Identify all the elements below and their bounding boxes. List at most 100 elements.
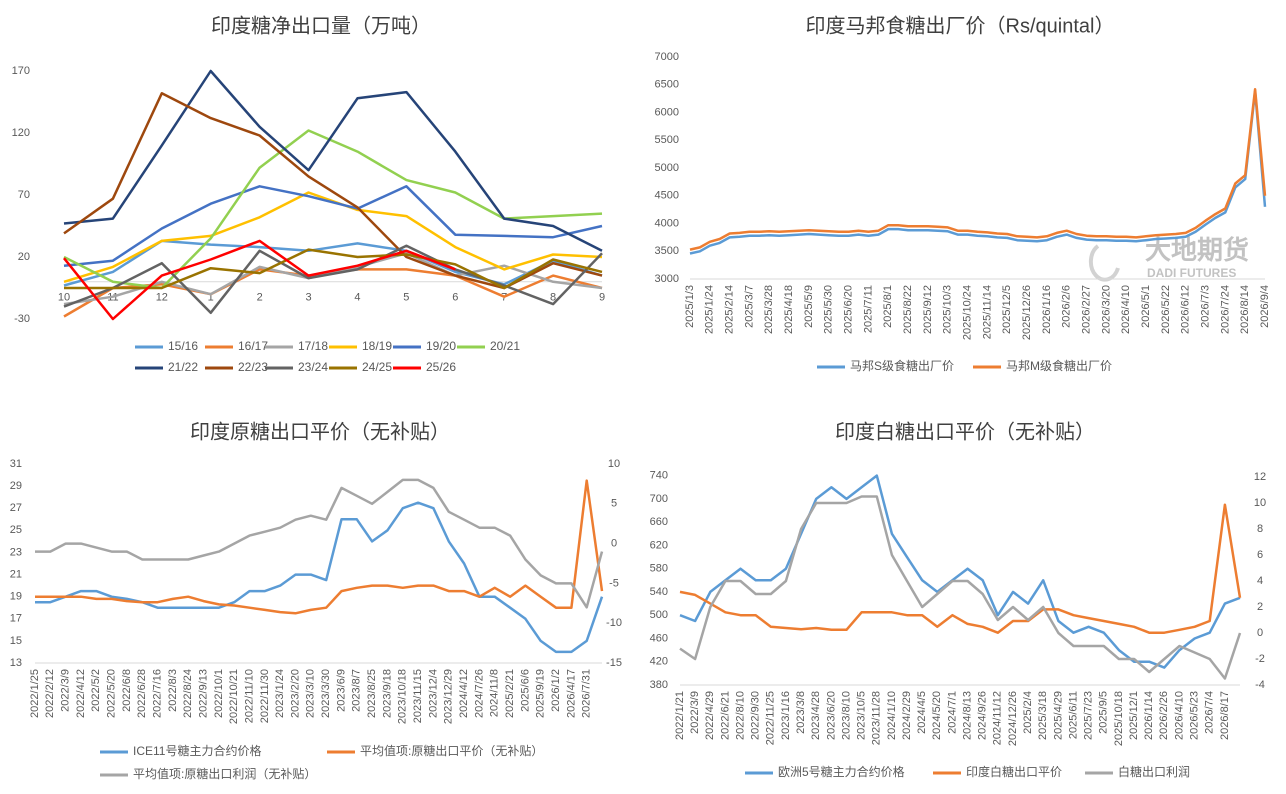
y-tick-label: 6500	[655, 79, 679, 91]
x-tick-label: 2024/2/29	[901, 691, 913, 740]
x-tick-label: 2025/2/14	[724, 285, 736, 334]
x-tick-label: 2025/1/3	[684, 285, 696, 328]
x-tick-label: 2026/7/4	[1204, 691, 1216, 734]
legend-label: ICE11号糖主力合约价格	[133, 743, 261, 758]
x-tick-label: 2023/1/16	[780, 691, 792, 740]
x-tick-label: 2025/11/14	[981, 285, 993, 339]
y-tick-label: 70	[18, 189, 30, 201]
series-line	[35, 479, 604, 615]
y2-tick-label: 4	[1257, 575, 1263, 587]
x-tick-label: 2022/1/21	[674, 691, 686, 740]
x-tick-label: 2023/12/4	[427, 669, 439, 718]
series-line	[63, 185, 603, 267]
x-tick-label: 2025/9/12	[922, 285, 934, 334]
chart-title: 印度马邦食糖出厂价（Rs/quintal）	[806, 14, 1115, 37]
x-tick-label: 2024/8/13	[961, 691, 973, 740]
legend-label: 19/20	[426, 339, 456, 353]
x-tick-label: 2023/4/28	[810, 691, 822, 740]
x-tick-label: 2026/8/17	[1219, 691, 1231, 740]
x-tick-label: 2022/11/10	[243, 669, 255, 723]
x-tick-label: 2025/6/20	[843, 285, 855, 334]
y2-tick-label: 8	[1257, 523, 1263, 535]
y-tick-label: 170	[12, 65, 30, 77]
x-tick-label: 2022/11/25	[765, 691, 777, 745]
y-tick-label: 460	[650, 632, 668, 644]
series-line	[63, 244, 603, 315]
x-tick-label: 2024/4/12	[458, 669, 470, 718]
x-tick-label: 2023/9/18	[381, 669, 393, 718]
x-tick-label: 2025/3/28	[763, 285, 775, 334]
y-tick-label: 660	[650, 516, 668, 528]
y2-tick-label: -4	[1255, 679, 1265, 691]
y-tick-label: 4000	[655, 217, 679, 229]
chart-title: 印度白糖出口平价（无补贴）	[835, 420, 1095, 443]
x-tick-label: 2024/11/12	[992, 691, 1004, 745]
legend-label: 马邦S级食糖出厂价	[850, 358, 954, 373]
x-tick-label: 2023/8/7	[351, 669, 363, 712]
series-line	[63, 69, 603, 252]
x-tick-label: 2022/6/8	[121, 669, 133, 712]
y-tick-label: 17	[10, 613, 22, 625]
legend-label: 21/22	[168, 360, 198, 374]
y-tick-label: 540	[650, 586, 668, 598]
legend-label: 22/23	[238, 360, 268, 374]
series-line	[679, 503, 1242, 634]
x-tick-label: 2024/4/5	[916, 691, 928, 734]
x-tick-label: 2025/3/18	[1037, 691, 1049, 740]
y-tick-label: 500	[650, 609, 668, 621]
x-tick-label: 2022/4/12	[75, 669, 87, 718]
x-tick-label: 2025/6/6	[519, 669, 531, 712]
y2-tick-label: 0	[611, 538, 617, 550]
x-tick-label: 2025/12/26	[1021, 285, 1033, 340]
series-line	[679, 495, 1242, 680]
y-tick-label: 6000	[655, 106, 679, 118]
y-tick-label: 5500	[655, 134, 679, 146]
legend-label: 25/26	[426, 360, 456, 374]
x-tick-label: 2024/12/26	[1007, 691, 1019, 746]
y-tick-label: 700	[650, 493, 668, 505]
x-tick-label: 2023/3/30	[320, 669, 332, 718]
x-tick-label: 9	[599, 292, 605, 304]
x-tick-label: 2026/3/20	[1100, 285, 1112, 334]
y-tick-label: 620	[650, 539, 668, 551]
series-line	[35, 478, 604, 609]
y-tick-label: 23	[10, 546, 22, 558]
legend-label: 马邦M级食糖出厂价	[1006, 358, 1112, 373]
series-line	[64, 248, 603, 290]
x-tick-label: 2022/8/3	[167, 669, 179, 712]
x-tick-label: 2022/5/20	[106, 669, 118, 718]
watermark-en: DADI FUTURES	[1147, 266, 1236, 280]
x-tick-label: 2025/10/24	[961, 285, 973, 340]
x-tick-label: 2024/5/20	[931, 691, 943, 740]
y-tick-label: 25	[10, 524, 22, 536]
x-tick-label: 2022/2/12	[44, 669, 56, 718]
x-tick-label: 2023/11/15	[412, 669, 424, 723]
legend-label: 20/21	[490, 339, 520, 353]
logo-mark	[1088, 244, 1120, 282]
x-tick-label: 2025/5/30	[823, 285, 835, 334]
y-tick-label: 7000	[655, 51, 679, 63]
x-tick-label: 2023/8/10	[840, 691, 852, 740]
x-tick-label: 2022/8/10	[734, 691, 746, 740]
x-tick-label: 2025/2/21	[504, 669, 516, 718]
series-line	[689, 90, 1267, 255]
x-tick-label: 2022/9/30	[750, 691, 762, 740]
x-tick-label: 2024/9/26	[977, 691, 989, 740]
x-tick-label: 2026/7/3	[1199, 285, 1211, 328]
legend-label: 18/19	[362, 339, 392, 353]
series-line	[35, 501, 604, 654]
x-tick-label: 2026/4/17	[565, 669, 577, 718]
x-tick-label: 2026/5/1	[1140, 285, 1152, 328]
x-tick-label: 2025/10/3	[942, 285, 954, 334]
y2-tick-label: -10	[606, 617, 622, 629]
x-tick-label: 2022/3/9	[60, 669, 72, 712]
x-tick-label: 2025/9/19	[535, 669, 547, 718]
x-tick-label: 2023/3/8	[795, 691, 807, 734]
x-tick-label: 2026/9/4	[1259, 285, 1271, 328]
x-tick-label: 2026/4/10	[1120, 285, 1132, 334]
series-line	[689, 87, 1267, 251]
x-tick-label: 2025/5/9	[803, 285, 815, 328]
y-tick-label: 31	[10, 458, 22, 470]
y-tick-label: 29	[10, 480, 22, 492]
y2-tick-label: -5	[609, 577, 619, 589]
